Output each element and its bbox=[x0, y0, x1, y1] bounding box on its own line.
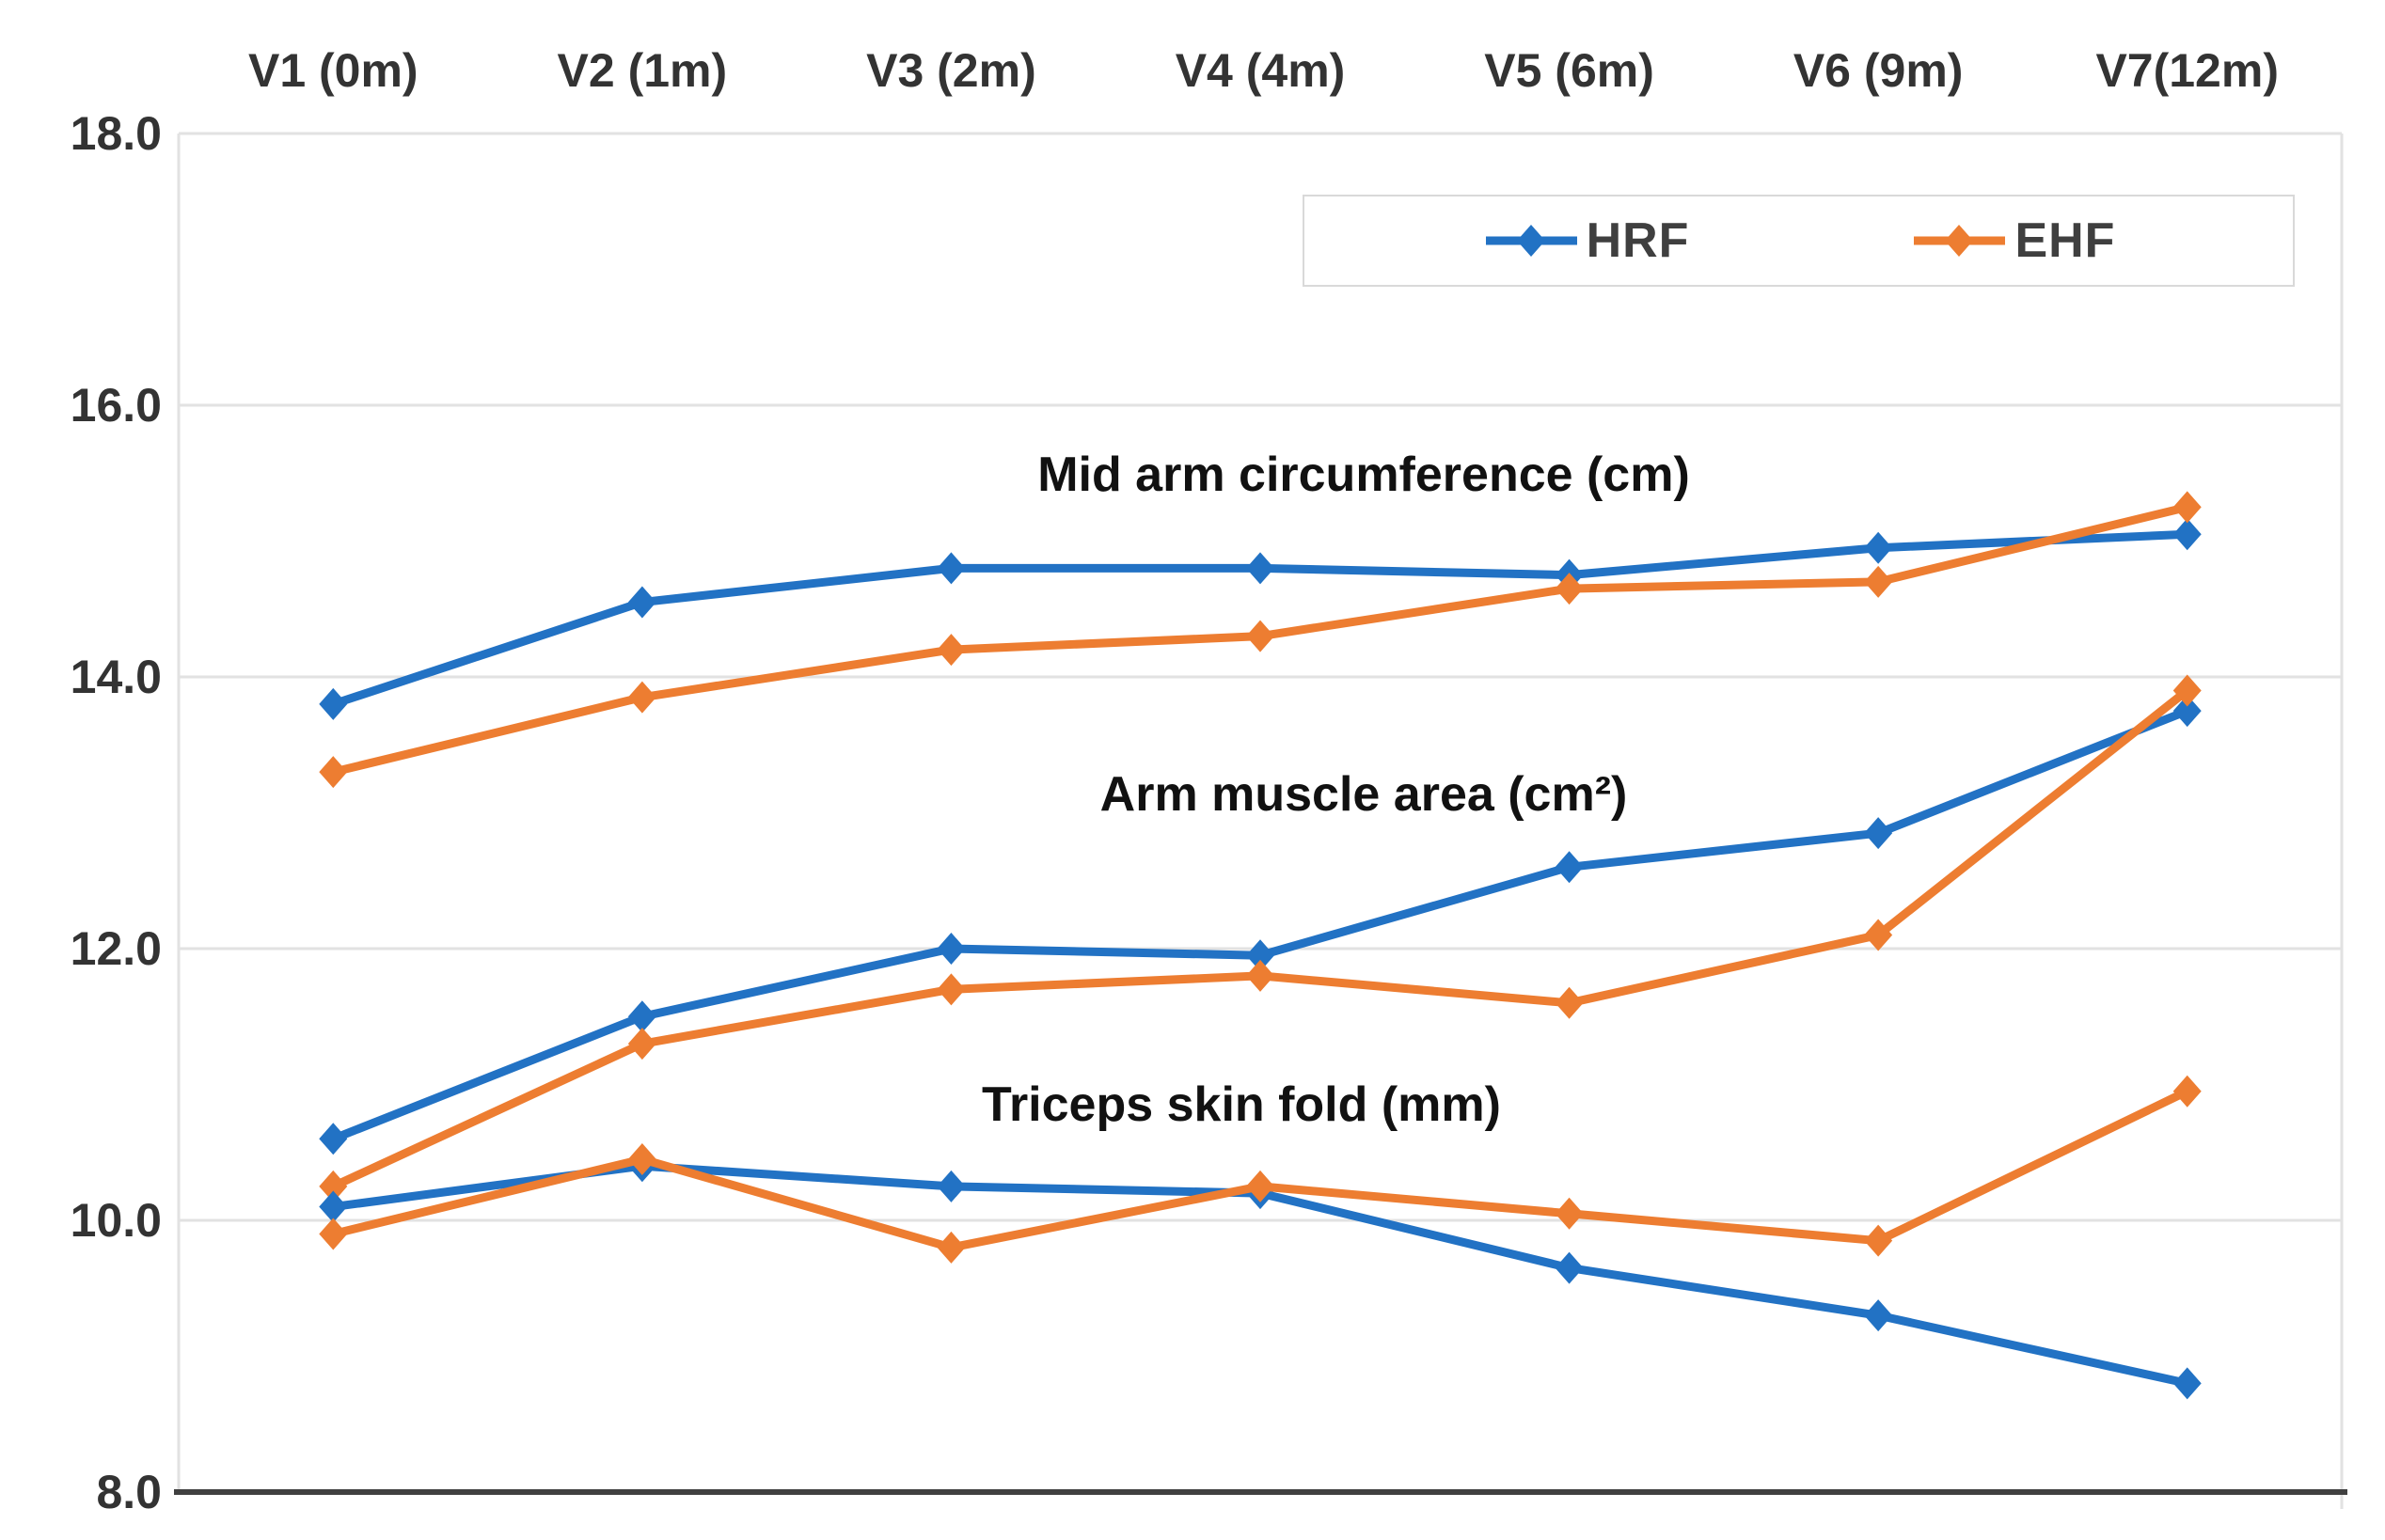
marker-ehf bbox=[1555, 573, 1584, 605]
legend-item-ehf: EHF bbox=[1910, 212, 2115, 269]
marker-ehf bbox=[937, 634, 966, 667]
marker-ehf bbox=[319, 1170, 348, 1202]
x-category-label: V5 (6m) bbox=[1484, 44, 1654, 97]
marker-hrf bbox=[2172, 1367, 2202, 1400]
marker-ehf bbox=[2172, 491, 2202, 524]
group-title-arm-muscle-area: Arm muscle area (cm²) bbox=[1099, 767, 1628, 822]
marker-hrf bbox=[1246, 939, 1274, 972]
marker-ehf bbox=[1864, 1224, 1893, 1257]
marker-ehf bbox=[627, 1142, 656, 1175]
x-category-label: V7(12m) bbox=[2095, 44, 2279, 97]
legend-item-hrf: HRF bbox=[1482, 212, 1690, 269]
x-category-label: V4 (4m) bbox=[1176, 44, 1346, 97]
marker-hrf bbox=[1555, 851, 1584, 884]
marker-hrf bbox=[1864, 531, 1893, 564]
y-tick-label: 8.0 bbox=[96, 1466, 162, 1518]
marker-hrf bbox=[937, 1170, 966, 1202]
marker-hrf bbox=[1864, 1299, 1893, 1332]
ehf-line-marker-icon bbox=[1914, 225, 2006, 257]
y-tick-label: 18.0 bbox=[71, 107, 162, 160]
x-category-label: V2 (1m) bbox=[558, 44, 728, 97]
marker-ehf bbox=[1246, 620, 1274, 652]
legend-label-hrf: HRF bbox=[1586, 213, 1690, 268]
hrf-line-marker-icon bbox=[1485, 225, 1577, 257]
marker-ehf bbox=[2172, 674, 2202, 707]
group-title-mid-arm-circumference: Mid arm circumference (cm) bbox=[1037, 448, 1690, 502]
marker-hrf bbox=[2172, 518, 2202, 551]
marker-hrf bbox=[319, 1123, 348, 1155]
marker-hrf bbox=[319, 687, 348, 720]
marker-ehf bbox=[627, 1028, 656, 1061]
legend-label-ehf: EHF bbox=[2014, 213, 2116, 268]
marker-ehf bbox=[1246, 959, 1274, 992]
marker-ehf bbox=[319, 756, 348, 789]
marker-hrf bbox=[2172, 695, 2202, 728]
legend: HRF EHF bbox=[1303, 195, 2295, 287]
marker-hrf bbox=[627, 1000, 656, 1033]
marker-hrf bbox=[319, 1190, 348, 1223]
marker-hrf bbox=[937, 933, 966, 965]
marker-ehf bbox=[627, 681, 656, 714]
x-category-label: V1 (0m) bbox=[248, 44, 419, 97]
marker-ehf bbox=[1555, 1197, 1584, 1230]
marker-ehf bbox=[319, 1218, 348, 1250]
y-tick-label: 14.0 bbox=[71, 651, 162, 703]
x-category-label: V3 (2m) bbox=[866, 44, 1036, 97]
marker-hrf bbox=[937, 552, 966, 585]
x-category-label: V6 (9m) bbox=[1793, 44, 1964, 97]
y-tick-label: 10.0 bbox=[71, 1194, 162, 1247]
marker-ehf bbox=[937, 1231, 966, 1264]
marker-ehf bbox=[937, 973, 966, 1006]
marker-hrf bbox=[1246, 552, 1274, 585]
group-title-triceps-skin-fold: Triceps skin fold (mm) bbox=[982, 1077, 1501, 1132]
marker-ehf bbox=[1864, 565, 1893, 598]
marker-ehf bbox=[1864, 919, 1893, 951]
marker-ehf bbox=[2172, 1075, 2202, 1108]
y-tick-label: 16.0 bbox=[71, 379, 162, 432]
marker-hrf bbox=[1864, 817, 1893, 850]
marker-hrf bbox=[627, 586, 656, 619]
y-tick-label: 12.0 bbox=[71, 922, 162, 975]
marker-hrf bbox=[1555, 1251, 1584, 1284]
marker-ehf bbox=[1555, 986, 1584, 1019]
marker-ehf bbox=[1246, 1170, 1274, 1202]
